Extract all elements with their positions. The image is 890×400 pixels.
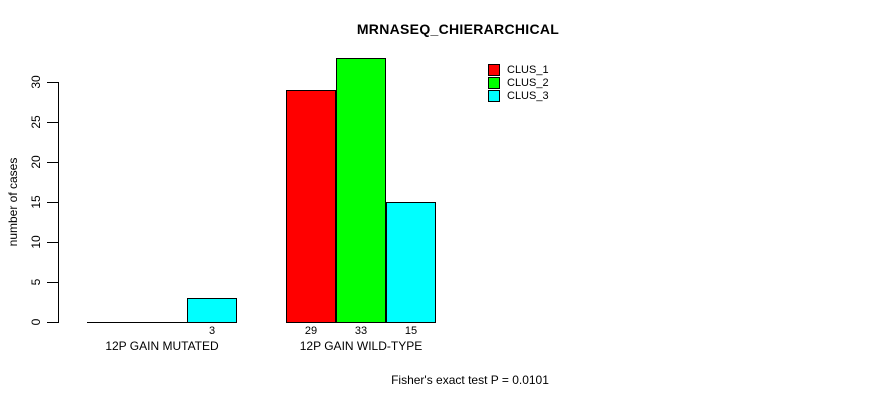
y-tick-label: 10 [29, 235, 43, 249]
pvalue-annotation: Fisher's exact test P = 0.0101 [391, 373, 549, 387]
bar-value-label: 33 [354, 325, 368, 337]
legend-entry-clus_2: CLUS_2 [488, 77, 549, 89]
y-tick-mark [47, 322, 58, 323]
y-tick-label: 20 [29, 155, 43, 169]
bar-clus_1-zero [87, 322, 137, 323]
legend-entry-clus_3: CLUS_3 [488, 90, 549, 102]
y-tick-mark [47, 282, 58, 283]
bar-value-label: 29 [304, 325, 318, 337]
y-tick-label: 30 [29, 75, 43, 89]
y-tick-mark [47, 242, 58, 243]
legend-label: CLUS_3 [507, 90, 549, 102]
bar-clus_3 [187, 298, 237, 323]
legend-label: CLUS_2 [507, 77, 549, 89]
legend-entry-clus_1: CLUS_1 [488, 64, 549, 76]
legend-swatch-icon [488, 64, 500, 76]
y-tick-label: 0 [29, 318, 43, 326]
bar-clus_2-zero [137, 322, 187, 323]
legend-label: CLUS_1 [507, 64, 549, 76]
bar-clus_1 [286, 90, 336, 323]
legend-swatch-icon [488, 90, 500, 102]
y-tick-mark [47, 82, 58, 83]
chart-title: MRNASEQ_CHIERARCHICAL [356, 21, 560, 37]
bar-value-label: 15 [404, 325, 418, 337]
y-tick-label: 25 [29, 115, 43, 129]
bar-clus_2 [336, 58, 386, 323]
y-tick-label: 15 [29, 195, 43, 209]
y-axis-title: number of cases [6, 157, 20, 247]
y-axis-line [58, 82, 59, 323]
group-label: 12P GAIN MUTATED [105, 339, 219, 353]
y-tick-mark [47, 122, 58, 123]
legend-swatch-icon [488, 77, 500, 89]
bar-value-label: 3 [208, 325, 216, 337]
y-tick-label: 5 [29, 278, 43, 286]
group-label: 12P GAIN WILD-TYPE [299, 339, 423, 353]
y-tick-mark [47, 202, 58, 203]
bar-clus_3 [386, 202, 436, 323]
y-tick-mark [47, 162, 58, 163]
